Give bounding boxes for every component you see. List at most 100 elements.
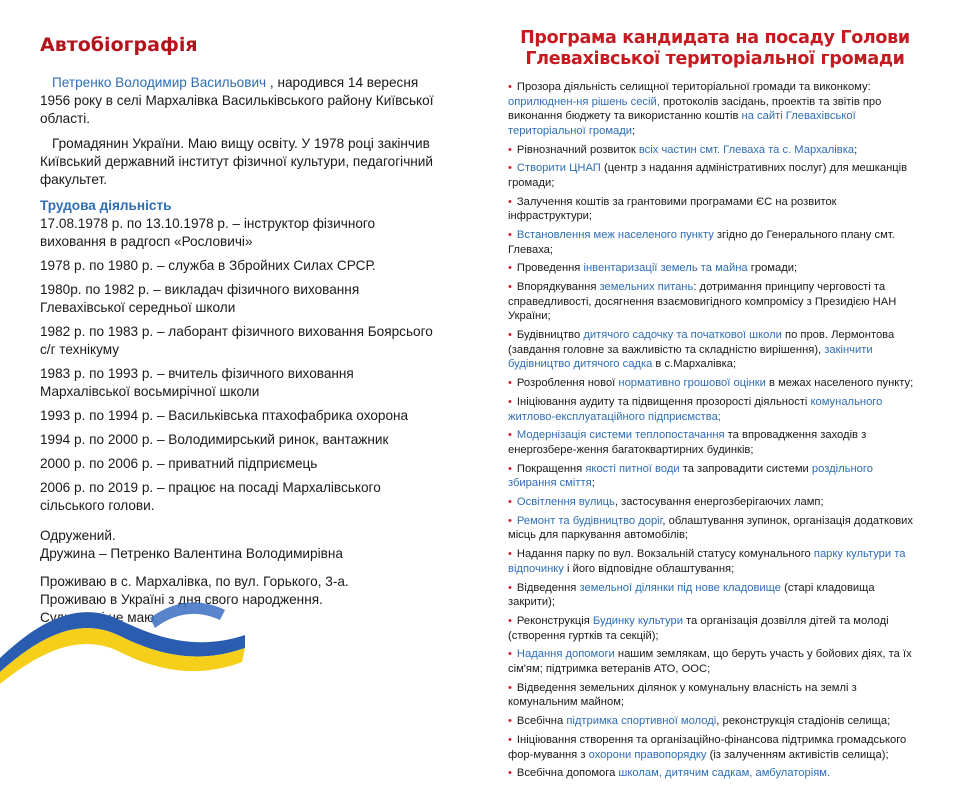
autobiography-title: Автобіографія [40, 34, 198, 56]
bullet-icon: • [508, 162, 512, 175]
highlighted-text: Освітлення вулиць [516, 496, 615, 509]
bullet-icon: • [508, 281, 512, 294]
bullet-icon: • [508, 329, 512, 342]
highlighted-text: комунального житлово-експлуатаційного пі… [508, 395, 883, 423]
item-text: громади; [747, 262, 798, 275]
item-text: Будівництво [516, 329, 584, 342]
item-text: та впровадження заходів з енергозбере-же… [508, 429, 867, 456]
program-title-line: Глевахівської територіальної громади [525, 49, 905, 69]
highlighted-text: Модернізація системи теплопостачання [516, 429, 725, 442]
item-text: по пров. Лермонтова (завдання головне за… [508, 329, 895, 356]
item-text: Всебічна допомога [516, 767, 619, 780]
bullet-icon: • [508, 715, 512, 728]
bullet-icon: • [508, 548, 512, 561]
residence-line: Проживаю в Україні з дня свого народженн… [40, 592, 323, 607]
program-item: • Ініціювання створення та організаційно-… [508, 733, 922, 762]
bullet-icon: • [508, 581, 512, 594]
work-entry: 2006 р. по 2019 р. – працює на посаді Ма… [40, 480, 381, 513]
program-item: • Залучення коштів за грантовими програма… [508, 195, 922, 224]
program-item: • Надання парку по вул. Вокзальній статус… [508, 547, 922, 576]
intro-text: , народився 14 вересня 1956 року в селі … [40, 75, 434, 126]
highlighted-text: земельних питань [599, 281, 694, 294]
item-text: та організація дозвілля дітей та молоді … [508, 615, 889, 642]
bullet-icon: • [508, 81, 512, 93]
item-text: (із залученням активістів селища); [706, 748, 889, 761]
highlighted-text: роздільного збирання сміття [508, 462, 873, 490]
item-text: Впорядкування [516, 281, 600, 294]
highlighted-text: Надання допомоги [516, 648, 615, 661]
highlighted-text: інвентаризації земель та майна [583, 262, 748, 275]
work-entry: 17.08.1978 р. по 13.10.1978 р. – інструк… [40, 216, 376, 249]
program-item: • Відведення земельної ділянки під нове к… [508, 581, 922, 610]
bullet-icon: • [508, 514, 512, 527]
highlighted-text: на сайті Глевахівської територіальної гр… [508, 110, 856, 137]
bullet-icon: • [508, 496, 512, 509]
item-text: нашим землякам, що беруть участь у бойов… [508, 648, 912, 675]
program-item: • Створити ЦНАП (центр з надання адмініст… [508, 161, 922, 190]
program-item: • Рівнозначний розвиток всіх частин смт. … [508, 143, 922, 158]
program-item: • Ініціювання аудиту та підвищення прозор… [508, 395, 922, 424]
highlighted-text: Ремонт та будівництво доріг [516, 514, 663, 527]
work-entry: 1993 р. по 1994 р. – Васильківська птахо… [40, 408, 409, 423]
item-text: (старі кладовища закрити); [508, 581, 875, 609]
bullet-icon: • [508, 462, 512, 475]
item-text: , застосування енергозберігаючих ламп; [614, 496, 824, 509]
highlighted-text: Створити ЦНАП [516, 162, 601, 175]
family-line: Одружений. [40, 528, 116, 543]
item-text: Відведення земельних ділянок у комунальн… [508, 681, 857, 709]
program-item: • Реконструкція Будинку культури та орган… [508, 614, 922, 643]
item-text: : дотримання принципу черговості та спра… [508, 281, 897, 323]
highlighted-text: охорони правопорядку [588, 748, 707, 761]
highlighted-text: школам, дитячим садкам, амбулаторіям. [618, 767, 831, 780]
highlighted-text: підтримка спортивної молоді [566, 715, 717, 728]
program-item: • Проведення інвентаризації земель та май… [508, 261, 922, 276]
item-text: Ініціювання аудиту та підвищення прозоро… [516, 395, 811, 408]
program-column: Програма кандидата на посаду Голови Глева… [508, 28, 922, 785]
education-paragraph: Громадянин України. Маю вищу освіту. У 1… [40, 136, 433, 187]
family-line: Дружина – Петренко Валентина Володимирів… [40, 546, 343, 561]
program-item: • Будівництво дитячого садочку та початко… [508, 328, 922, 372]
program-list: • Прозора діяльність селищної територіаль… [508, 80, 922, 781]
bullet-icon: • [508, 615, 512, 627]
item-text: Прозора діяльність селищної територіальн… [516, 81, 871, 93]
program-item: • Всебічна допомога школам, дитячим садка… [508, 766, 922, 781]
work-entry: 1983 р. по 1993 р. – вчитель фізичного в… [40, 366, 354, 399]
item-text: в межах населеного пункту; [765, 377, 914, 390]
highlighted-text: оприлюднен-ня рішень сесій, [508, 95, 660, 108]
item-text: протоколів засідань, проектів та звітів … [508, 95, 882, 123]
program-item: • Відведення земельних ділянок у комуналь… [508, 681, 922, 710]
highlighted-text: якості питної води [585, 462, 680, 475]
program-item: • Розроблення нової нормативно грошової о… [508, 376, 922, 391]
highlighted-text: дитячого садочку та початкової школи [583, 329, 782, 342]
item-text: ; [854, 143, 858, 156]
item-text: (центр з надання адміністративних послуг… [508, 162, 908, 189]
item-text: ; [591, 477, 595, 490]
program-item: • Надання допомоги нашим землякам, що бер… [508, 647, 922, 676]
intro-paragraph: Петренко Володимир Васильович , народивс… [40, 74, 440, 128]
highlighted-text: парку культури та відпочинку [508, 548, 906, 575]
highlighted-text: Встановлення меж населеного пункту [516, 229, 714, 242]
item-text: Проведення [516, 262, 584, 275]
item-text: Рівнозначний розвиток [516, 143, 639, 156]
program-title-line: Програма кандидата на посаду Голови [520, 28, 910, 48]
item-text: Всебічна [516, 715, 567, 728]
highlighted-text: Будинку культури [592, 615, 683, 627]
item-text: Залучення коштів за грантовими програмам… [508, 195, 837, 223]
highlighted-text: закінчити будівництво дитячого садка [508, 343, 873, 371]
highlighted-text: всіх частин смт. Глеваха та с. Мархалівк… [638, 143, 855, 156]
work-entry: 1978 р. по 1980 р. – служба в Збройних С… [40, 258, 376, 273]
program-item: • Прозора діяльність селищної територіаль… [508, 80, 922, 138]
bullet-icon: • [508, 195, 512, 208]
item-text: згідно до Генерального плану смт. Глевах… [508, 229, 895, 256]
highlighted-text: нормативно грошової оцінки [618, 377, 766, 390]
work-heading: Трудова діяльність [40, 198, 172, 213]
item-text: Надання парку по вул. Вокзальній статусу… [516, 548, 814, 561]
bullet-icon: • [508, 143, 512, 156]
program-item: • Всебічна підтримка спортивної молоді, р… [508, 714, 922, 729]
program-item: • Встановлення меж населеного пункту згід… [508, 228, 922, 257]
item-text: ; [632, 124, 636, 137]
highlighted-text: земельної ділянки під нове кладовище [579, 581, 781, 594]
item-text: Реконструкція [516, 615, 593, 627]
bullet-icon: • [508, 377, 512, 390]
item-text: Розроблення нової [516, 377, 619, 390]
